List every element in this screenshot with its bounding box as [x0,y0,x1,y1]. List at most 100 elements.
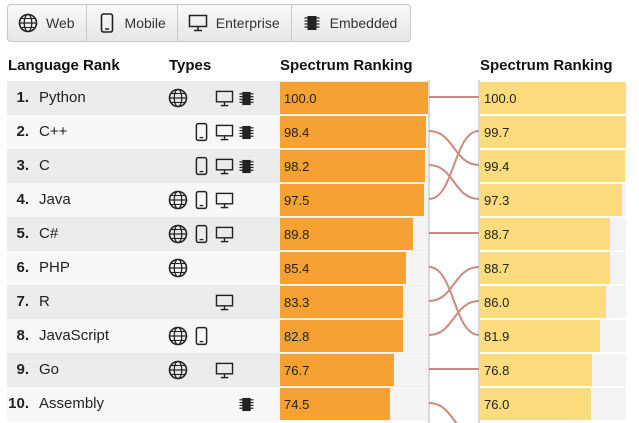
filter-mobile-label: Mobile [124,15,166,31]
spectrum-value-left: 74.5 [284,397,310,412]
spectrum-value-left: 83.3 [284,295,310,310]
phone-icon [97,13,117,33]
column-divider [428,80,430,423]
spectrum-bar-right [480,184,622,216]
rank-link [429,164,479,200]
spectrum-value-left: 98.4 [284,125,310,140]
rank-number: 7. [16,293,29,310]
phone-icon [190,121,212,143]
spectrum-bar-left [280,218,413,250]
rank-link [429,130,479,166]
rank-number: 10. [8,395,29,412]
spectrum-bar-right [480,150,625,182]
language-name[interactable]: C++ [39,123,68,140]
type-filter-bar: Web Mobile Enterprise Embedded [7,4,411,42]
globe-icon [167,257,189,279]
spectrum-value-left: 85.4 [284,261,310,276]
monitor-icon [213,121,235,143]
monitor-icon [188,13,208,33]
spectrum-bar-left [280,252,406,284]
spectrum-value-right: 88.7 [484,261,510,276]
chip-icon [235,155,257,177]
filter-mobile-button[interactable]: Mobile [87,5,178,41]
language-name[interactable]: PHP [39,259,70,276]
spectrum-bar-left [280,184,424,216]
chip-icon [235,121,257,143]
phone-icon [190,223,212,245]
rank-number: 3. [16,157,29,174]
spectrum-bar-right [480,218,610,250]
phone-icon [190,189,212,211]
spectrum-value-right: 76.8 [484,363,510,378]
filter-web-label: Web [46,15,75,31]
spectrum-value-right: 88.7 [484,227,510,242]
rank-number: 5. [16,225,29,242]
spectrum-value-right: 86.0 [484,295,510,310]
language-name[interactable]: Java [39,191,71,208]
spectrum-value-left: 97.5 [284,193,310,208]
spectrum-value-right: 76.0 [484,397,510,412]
phone-icon [190,325,212,347]
spectrum-bar-left [280,82,428,114]
monitor-icon [213,155,235,177]
spectrum-bar-left [280,286,403,318]
spectrum-bar-left [280,354,394,386]
filter-web-button[interactable]: Web [8,5,87,41]
filter-enterprise-button[interactable]: Enterprise [178,5,292,41]
language-name[interactable]: R [39,293,50,310]
chip-icon [302,13,322,33]
language-name[interactable]: Python [39,89,86,106]
filter-embedded-label: Embedded [329,15,398,31]
spectrum-value-right: 100.0 [484,91,517,106]
types-header[interactable]: Types [169,57,212,74]
spectrum-bar-left [280,320,403,352]
phone-icon [190,155,212,177]
globe-icon [167,359,189,381]
spectrum-ranking-left-header[interactable]: Spectrum Ranking [280,57,413,74]
monitor-icon [213,189,235,211]
spectrum-bar-right [480,320,600,352]
language-name[interactable]: JavaScript [39,327,110,344]
spectrum-value-left: 100.0 [284,91,317,106]
spectrum-value-left: 76.7 [284,363,310,378]
monitor-icon [213,223,235,245]
rank-link [429,402,458,423]
spectrum-value-right: 99.7 [484,125,510,140]
rank-number: 8. [16,327,29,344]
filter-enterprise-label: Enterprise [215,15,280,31]
spectrum-bar-left [280,150,425,182]
rank-number: 4. [16,191,29,208]
chip-icon [235,393,257,415]
rank-link [429,266,479,302]
spectrum-bar-right [480,82,626,114]
rank-number: 9. [16,361,29,378]
spectrum-ranking-right-header[interactable]: Spectrum Ranking [480,57,613,74]
rank-number: 1. [16,89,29,106]
spectrum-bar-right [480,388,591,420]
language-name[interactable]: C [39,157,50,174]
monitor-icon [213,359,235,381]
globe-icon [167,325,189,347]
globe-icon [18,13,38,33]
language-name[interactable]: Assembly [39,395,105,412]
chip-icon [235,87,257,109]
spectrum-value-left: 98.2 [284,159,310,174]
spectrum-bar-left [280,388,390,420]
spectrum-bar-right [480,354,592,386]
language-name[interactable]: C# [39,225,59,242]
monitor-icon [213,87,235,109]
spectrum-bar-right [480,286,606,318]
language-rank-header[interactable]: Language Rank [8,57,120,74]
spectrum-value-right: 97.3 [484,193,510,208]
spectrum-bar-right [480,116,626,148]
rank-link [429,266,479,336]
globe-icon [167,87,189,109]
language-name[interactable]: Go [39,361,60,378]
rank-number: 2. [16,123,29,140]
filter-embedded-button[interactable]: Embedded [292,5,409,41]
spectrum-value-left: 82.8 [284,329,310,344]
monitor-icon [213,291,235,313]
rank-link [429,130,479,200]
spectrum-value-right: 81.9 [484,329,510,344]
rank-number: 6. [16,259,29,276]
